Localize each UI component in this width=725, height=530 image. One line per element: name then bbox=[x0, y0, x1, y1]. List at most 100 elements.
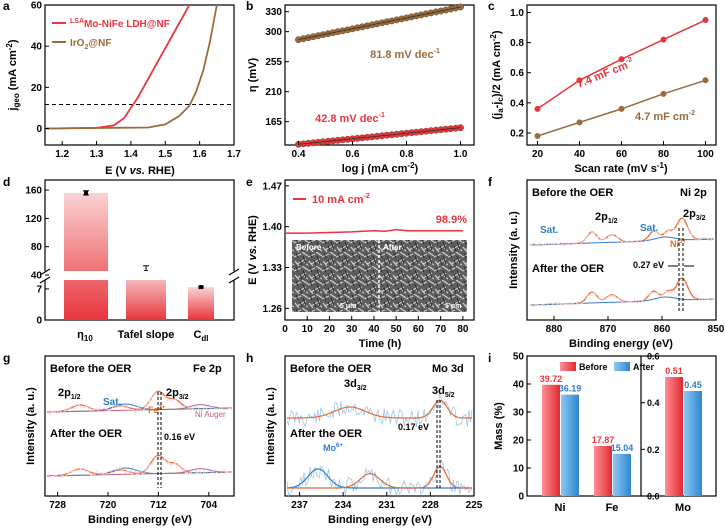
panel-g-auger bbox=[47, 468, 232, 477]
panel-b-label: b bbox=[246, 0, 253, 13]
panel-i-xcat-mo: Mo bbox=[675, 502, 691, 514]
panel-d-break-marks-left bbox=[39, 268, 51, 284]
panel-i-y-right-tick-label: 0.6 bbox=[647, 352, 660, 362]
panel-d-y-tick-label: 40 bbox=[31, 271, 43, 282]
panel-d-y-ticks: 40 80 120 160 0 7 bbox=[25, 186, 49, 327]
panel-e-y-tick-label: 1.47 bbox=[263, 181, 283, 192]
panel-h-before: Before the OER bbox=[290, 363, 371, 375]
panel-h-curves bbox=[286, 392, 473, 497]
panel-b-x-tick-label: 0.4 bbox=[292, 149, 306, 160]
panel-b-ylabel: η (mV) bbox=[247, 58, 259, 93]
panel-g-x-tick-label: 712 bbox=[150, 500, 167, 511]
panel-c-point bbox=[618, 105, 625, 112]
panel-i-bar bbox=[594, 445, 612, 496]
panel-h-shift: 0.17 eV bbox=[398, 422, 429, 432]
panel-a-xlabel: E (V vs. RHE) bbox=[105, 165, 175, 177]
panel-a-series-2 bbox=[44, 4, 218, 130]
panel-e-y-tick-label: 1.40 bbox=[263, 222, 283, 233]
panel-f-x-tick-label: 880 bbox=[546, 324, 563, 335]
panel-e-y-ticks: 1.26 1.33 1.40 1.47 bbox=[263, 181, 289, 315]
panel-i-bar bbox=[561, 394, 579, 496]
panel-e-scale-1: 5 μm bbox=[340, 303, 356, 310]
panel-d-y-tick-label: 7 bbox=[36, 284, 42, 295]
panel-h-x-ticks: 237 234 231 228 225 bbox=[291, 492, 483, 511]
panel-c-y-ticks: 0.2 0.4 0.6 0.8 1.0 bbox=[510, 8, 531, 139]
panel-g-label: g bbox=[3, 351, 10, 365]
panel-b-axes bbox=[284, 4, 475, 146]
panel-h-x-tick-label: 228 bbox=[422, 500, 439, 511]
panel-f-sat-2: Sat. bbox=[640, 223, 659, 234]
panel-d-y-tick-label: 0 bbox=[36, 316, 42, 327]
panel-c-x-tick-label: 80 bbox=[658, 149, 670, 160]
panel-c-y-tick-label: 0.6 bbox=[510, 68, 524, 79]
panel-a-x-ticks: 1.2 1.3 1.4 1.5 1.6 1.7 bbox=[55, 141, 241, 160]
panel-a-y-ticks: 0 20 40 60 bbox=[31, 1, 49, 135]
panel-b-y-tick-label: 210 bbox=[265, 87, 282, 98]
panel-i-bar bbox=[542, 384, 560, 496]
panel-e-x-tick-label: 80 bbox=[457, 324, 469, 335]
panel-a-y-tick-label: 40 bbox=[31, 42, 43, 53]
panel-f-before: Before the OER bbox=[532, 187, 613, 199]
panel-f-2p12: 2p1/2 bbox=[595, 211, 618, 225]
panel-b-annotation-bottom: 42.8 mV dec-1 bbox=[315, 112, 385, 125]
panel-i-bar bbox=[613, 453, 631, 496]
panel-a-x-tick-label: 1.5 bbox=[158, 149, 172, 160]
panel-d-break-marks-right bbox=[228, 268, 240, 284]
panel-h-label: h bbox=[246, 351, 253, 365]
panel-i-y-right-tick-label: 0.0 bbox=[647, 492, 660, 502]
panel-a-y-tick-label: 20 bbox=[31, 83, 43, 94]
panel-e-x-tick-label: 10 bbox=[302, 324, 314, 335]
panel-f-ylabel: Intensity (a. u.) bbox=[508, 211, 520, 289]
panel-h-after: After the OER bbox=[290, 428, 362, 440]
panel-c-points bbox=[534, 17, 709, 139]
panel-i-legend-after: After bbox=[633, 362, 654, 372]
panel-g-raw bbox=[46, 392, 233, 416]
panel-f-title: Ni 2p bbox=[680, 187, 707, 199]
panel-f-raw bbox=[529, 279, 715, 308]
panel-h-x-tick-label: 231 bbox=[378, 500, 395, 511]
panel-g: g Before the OER Fe 2p After the OER 2p1… bbox=[3, 351, 235, 526]
panel-c-annotation-top: 7.4 mF cm-2 bbox=[575, 56, 636, 91]
panel-g-2p32: 2p3/2 bbox=[166, 387, 189, 401]
panel-b-y-tick-label: 255 bbox=[265, 57, 282, 68]
panel-h: h Before the OER Mo 3d After the OER 3d3… bbox=[246, 351, 483, 526]
panel-i-y-left-tick-label: 30 bbox=[513, 408, 525, 419]
panel-d-xcat-3: Cdl bbox=[193, 329, 208, 343]
panel-a-x-tick-label: 1.2 bbox=[55, 149, 69, 160]
panel-e-axes bbox=[284, 179, 475, 321]
panel-c-x-tick-label: 60 bbox=[616, 149, 628, 160]
panel-b-x-ticks: 0.4 0.6 0.8 1.0 bbox=[292, 141, 468, 160]
panel-d-label: d bbox=[3, 175, 10, 189]
panel-e: e Before After 5 μm 5 μm 10 mA cm-2 98.9… bbox=[246, 175, 475, 350]
panel-d-mean-marker bbox=[199, 285, 203, 290]
panel-d-bar bbox=[126, 272, 166, 320]
panel-a-x-tick-label: 1.6 bbox=[193, 149, 207, 160]
panel-b-annotation-top: 81.8 mV dec-1 bbox=[370, 48, 440, 61]
panel-g-ylabel: Intensity (a. u.) bbox=[25, 387, 37, 465]
panel-b-y-tick-label: 300 bbox=[265, 27, 282, 38]
panel-f-xlabel: Binding energy (eV) bbox=[569, 338, 673, 350]
panel-b-x-tick-label: 0.8 bbox=[400, 149, 414, 160]
panel-i-y-left-tick-label: 40 bbox=[513, 380, 525, 391]
panel-a-curves bbox=[44, 4, 218, 130]
panel-c-x-tick-label: 40 bbox=[574, 149, 586, 160]
panel-b-y-tick-label: 330 bbox=[265, 7, 282, 18]
panel-f-axes bbox=[526, 179, 717, 321]
panel-c-y-tick-label: 1.0 bbox=[510, 8, 524, 19]
panel-i-y-ticks: 0 10 20 30 40 50 0.0 0.2 0.4 0.6 bbox=[513, 352, 660, 503]
panel-i-ylabel: Mass (%) bbox=[493, 402, 505, 450]
panel-f: f Before the OER Ni 2p After the OER Sat… bbox=[488, 175, 725, 350]
panel-a-x-tick-label: 1.3 bbox=[90, 149, 104, 160]
panel-c-ylabel: (ja-jc)/2 (mA cm-2) bbox=[489, 30, 505, 119]
panel-e-before-label: Before bbox=[296, 243, 322, 252]
panel-g-2p12: 2p1/2 bbox=[58, 387, 81, 401]
panel-i-label: i bbox=[488, 351, 491, 365]
panel-b-y-ticks: 165 210 255 300 330 bbox=[265, 7, 289, 128]
panel-h-envelope-before bbox=[287, 399, 472, 419]
panel-i-bar-value: 0.45 bbox=[684, 380, 702, 390]
panel-e-legend: 10 mA cm-2 bbox=[312, 193, 370, 206]
panel-f-envelope bbox=[529, 277, 714, 306]
panel-g-x-ticks: 728 720 712 704 bbox=[49, 492, 218, 511]
panel-g-auger bbox=[47, 404, 232, 413]
